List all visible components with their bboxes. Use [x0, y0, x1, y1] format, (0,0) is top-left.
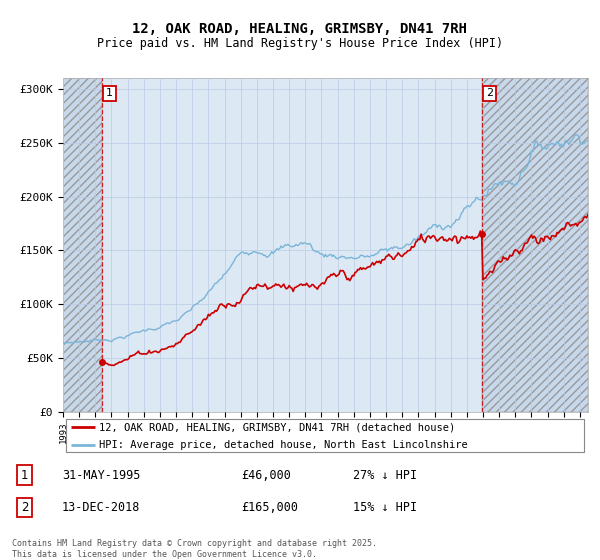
Text: Contains HM Land Registry data © Crown copyright and database right 2025.
This d: Contains HM Land Registry data © Crown c…: [12, 539, 377, 559]
Text: 15% ↓ HPI: 15% ↓ HPI: [353, 501, 417, 514]
Bar: [482, 78, 588, 412]
Text: 1: 1: [21, 469, 28, 482]
Text: 2: 2: [486, 88, 493, 99]
FancyBboxPatch shape: [65, 419, 584, 452]
Text: Price paid vs. HM Land Registry's House Price Index (HPI): Price paid vs. HM Land Registry's House …: [97, 38, 503, 50]
Text: 12, OAK ROAD, HEALING, GRIMSBY, DN41 7RH (detached house): 12, OAK ROAD, HEALING, GRIMSBY, DN41 7RH…: [98, 422, 455, 432]
Text: HPI: Average price, detached house, North East Lincolnshire: HPI: Average price, detached house, Nort…: [98, 440, 467, 450]
Text: 12, OAK ROAD, HEALING, GRIMSBY, DN41 7RH: 12, OAK ROAD, HEALING, GRIMSBY, DN41 7RH: [133, 22, 467, 36]
Text: 2: 2: [21, 501, 28, 514]
Text: £46,000: £46,000: [241, 469, 291, 482]
Text: 27% ↓ HPI: 27% ↓ HPI: [353, 469, 417, 482]
Text: £165,000: £165,000: [241, 501, 298, 514]
Text: 31-MAY-1995: 31-MAY-1995: [62, 469, 140, 482]
Bar: [63, 78, 102, 412]
Text: 1: 1: [106, 88, 113, 99]
Text: 13-DEC-2018: 13-DEC-2018: [62, 501, 140, 514]
